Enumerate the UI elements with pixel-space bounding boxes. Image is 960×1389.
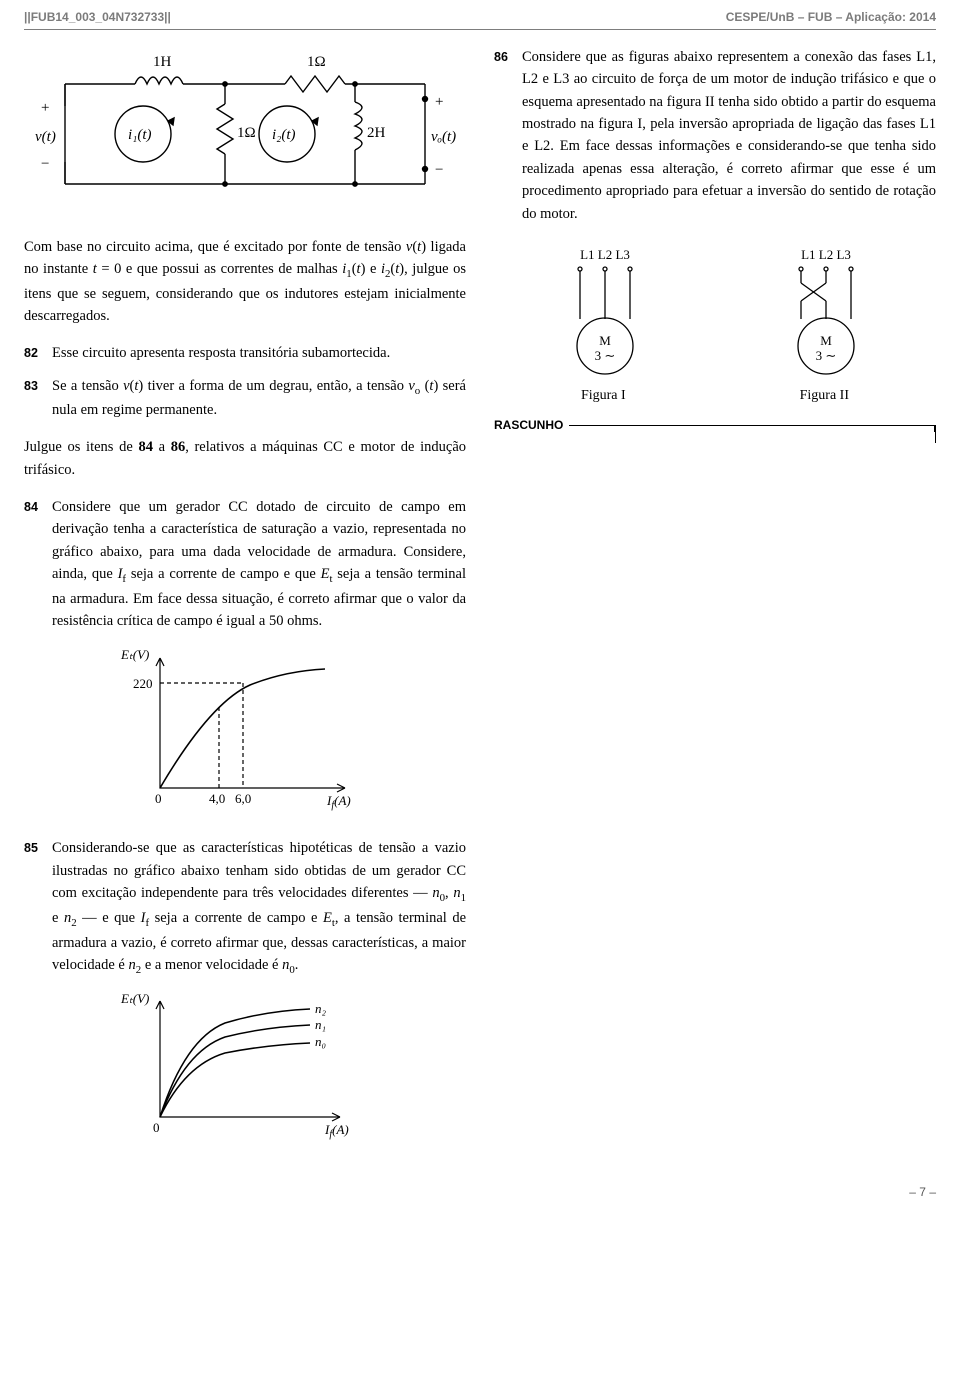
motor-fig2-svg: L1 L2 L3 M 3 ∼	[766, 241, 886, 381]
vsrc-plus: +	[41, 100, 49, 116]
motor-figure-captions: Figura I Figura II	[494, 385, 936, 407]
g85-n2: n₂	[315, 1001, 327, 1016]
q82-num: 82	[24, 342, 52, 364]
g84-ylabel: Eₜ(V)	[120, 647, 149, 662]
question-86: 86 Considere que as figuras abaixo repre…	[494, 46, 936, 226]
right-column: 86 Considere que as figuras abaixo repre…	[494, 36, 936, 1164]
fig2-M: M	[820, 333, 832, 348]
q83-num: 83	[24, 375, 52, 422]
g84-x4: 4,0	[209, 791, 225, 806]
two-column-layout: 1H 1Ω 1Ω 2H + v(t) − i₁(t) i₂(t) + vₒ(t)…	[24, 36, 936, 1164]
i1-label: i₁(t)	[128, 127, 152, 143]
graph84-svg: Eₜ(V) 220 0 4,0 6,0 If(A)	[115, 643, 375, 818]
fig1-caption: Figura I	[581, 385, 626, 407]
g85-ylabel: Eₜ(V)	[120, 991, 149, 1006]
fig2-3: 3 ∼	[815, 348, 836, 363]
label-2H: 2H	[367, 125, 386, 141]
fig2-phase-label: L1 L2 L3	[801, 247, 851, 262]
graph85-svg: Eₜ(V) 0 n₂ n₁ n₀ If(A)	[115, 989, 375, 1144]
q82-text: Esse circuito apresenta resposta transit…	[52, 342, 466, 364]
g84-x0: 0	[155, 791, 162, 806]
q85-text: Considerando-se que as características h…	[52, 837, 466, 979]
question-85: 85 Considerando-se que as característica…	[24, 837, 466, 979]
i2-label: i₂(t)	[272, 127, 296, 143]
vo-label: vₒ(t)	[431, 129, 456, 145]
rascunho-label: RASCUNHO	[494, 416, 569, 435]
vo-minus: −	[435, 162, 443, 178]
page-header: ||FUB14_003_04N732733|| CESPE/UnB – FUB …	[24, 8, 936, 30]
g85-xlabel: If(A)	[324, 1122, 349, 1140]
header-left: ||FUB14_003_04N732733||	[24, 8, 171, 27]
header-right: CESPE/UnB – FUB – Aplicação: 2014	[726, 8, 936, 27]
graph-84: Eₜ(V) 220 0 4,0 6,0 If(A)	[24, 643, 466, 825]
page-number: – 7 –	[24, 1183, 936, 1202]
label-1ohm-top: 1Ω	[307, 54, 326, 70]
motor-figures: L1 L2 L3 M 3 ∼	[494, 241, 936, 381]
q84-num: 84	[24, 496, 52, 633]
g84-ytick: 220	[133, 676, 153, 691]
q85-num: 85	[24, 837, 52, 979]
motor-fig1-svg: L1 L2 L3 M 3 ∼	[545, 241, 665, 381]
g85-n0: n₀	[315, 1034, 326, 1049]
fig2-caption: Figura II	[800, 385, 849, 407]
vo-plus: +	[435, 94, 443, 110]
intro-84-86: Julgue os itens de 84 a 86, relativos a …	[24, 436, 466, 481]
vsrc-label: v(t)	[35, 129, 56, 145]
label-1H: 1H	[153, 54, 172, 70]
question-84: 84 Considere que um gerador CC dotado de…	[24, 496, 466, 633]
fig1-3: 3 ∼	[594, 348, 615, 363]
g84-x6: 6,0	[235, 791, 251, 806]
rlc-circuit-figure: 1H 1Ω 1Ω 2H + v(t) − i₁(t) i₂(t) + vₒ(t)…	[24, 44, 466, 221]
graph-85: Eₜ(V) 0 n₂ n₁ n₀ If(A)	[24, 989, 466, 1151]
label-1ohm-mid: 1Ω	[237, 125, 256, 141]
q86-num: 86	[494, 46, 522, 226]
left-column: 1H 1Ω 1Ω 2H + v(t) − i₁(t) i₂(t) + vₒ(t)…	[24, 36, 466, 1164]
q84-text: Considere que um gerador CC dotado de ci…	[52, 496, 466, 633]
circuit-intro-text: Com base no circuito acima, que é excita…	[24, 236, 466, 328]
question-82: 82 Esse circuito apresenta resposta tran…	[24, 342, 466, 364]
g85-n1: n₁	[315, 1017, 326, 1032]
fig1-phase-label: L1 L2 L3	[580, 247, 630, 262]
question-83: 83 Se a tensão v(t) tiver a forma de um …	[24, 375, 466, 422]
q83-text: Se a tensão v(t) tiver a forma de um deg…	[52, 375, 466, 422]
vsrc-minus: −	[41, 156, 49, 172]
g84-xlabel: If(A)	[326, 793, 351, 811]
q86-text: Considere que as figuras abaixo represen…	[522, 46, 936, 226]
circuit-svg: 1H 1Ω 1Ω 2H + v(t) − i₁(t) i₂(t) + vₒ(t)…	[25, 44, 465, 214]
g85-0: 0	[153, 1120, 160, 1135]
rascunho-box: RASCUNHO	[494, 425, 936, 443]
fig1-M: M	[599, 333, 611, 348]
